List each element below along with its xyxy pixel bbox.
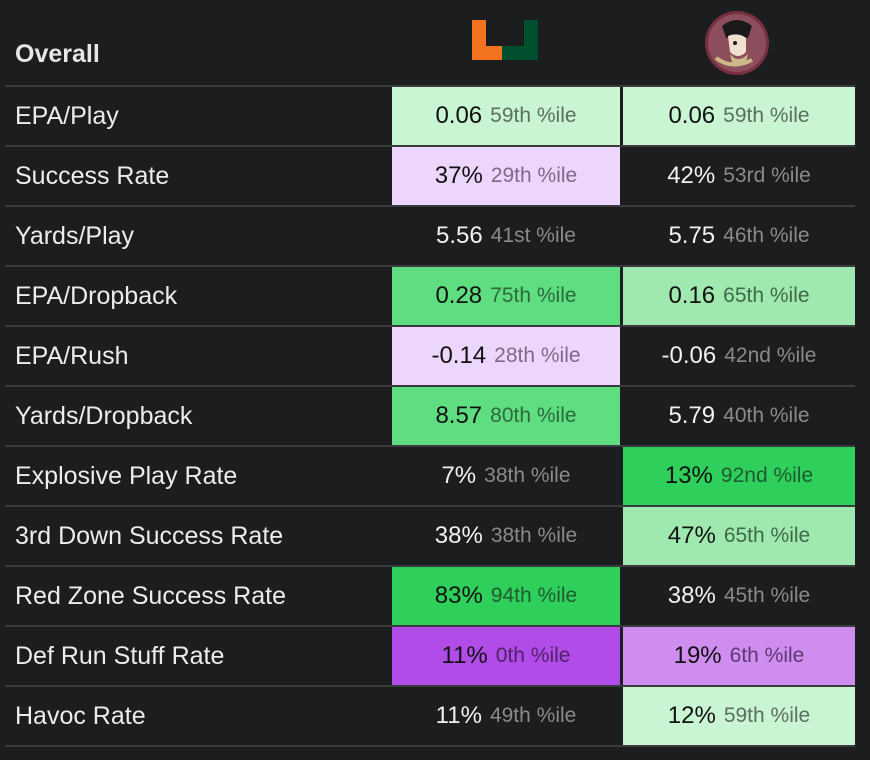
miami-cell: 0.28 75th %ile <box>392 267 620 325</box>
table-row: Explosive Play Rate 7% 38th %ile 13% 92nd %i… <box>5 447 855 507</box>
miami-u-logo-icon <box>472 20 538 60</box>
fsu-cell: 38% 45th %ile <box>623 567 855 625</box>
percentile: 65th %ile <box>723 524 811 547</box>
percentile: 40th %ile <box>723 404 810 427</box>
percentile: 59th %ile <box>723 104 810 127</box>
percentile: 38th %ile <box>484 464 571 487</box>
metric-value: 5.56 <box>436 222 483 249</box>
metric-value: 47% <box>667 522 716 549</box>
miami-cell: 5.56 41st %ile <box>392 207 620 265</box>
metric-value: 19% <box>673 642 722 669</box>
percentile: 53rd %ile <box>723 164 811 187</box>
fsu-cell: -0.06 42nd %ile <box>623 327 855 385</box>
comparison-table: Overall EPA/Play 0.06 59th %ile 0.06 59th %i… <box>5 0 855 747</box>
metric-value: 38% <box>667 582 716 609</box>
fsu-cell: 12% 59th %ile <box>623 687 855 745</box>
metric-label: EPA/Dropback <box>15 282 178 310</box>
table-row: EPA/Dropback 0.28 75th %ile 0.16 65th %ile <box>5 267 855 327</box>
percentile: 59th %ile <box>490 104 577 127</box>
table-row: EPA/Play 0.06 59th %ile 0.06 59th %ile <box>5 87 855 147</box>
metric-label: Red Zone Success Rate <box>15 582 286 610</box>
fsu-seminole-logo-icon <box>705 11 769 75</box>
percentile: 94th %ile <box>490 584 578 607</box>
miami-cell: 8.57 80th %ile <box>392 387 620 445</box>
table-row: Yards/Dropback 8.57 80th %ile 5.79 40th %ile <box>5 387 855 447</box>
percentile: 29th %ile <box>490 164 578 187</box>
metric-value: 37% <box>434 162 483 189</box>
percentile: 49th %ile <box>489 704 577 727</box>
metric-label: Def Run Stuff Rate <box>15 642 225 670</box>
metric-label: Havoc Rate <box>15 702 146 730</box>
metric-label: EPA/Play <box>15 102 119 130</box>
percentile: 41st %ile <box>490 224 576 247</box>
fsu-cell: 0.06 59th %ile <box>623 87 855 145</box>
percentile: 59th %ile <box>723 704 811 727</box>
miami-cell: 7% 38th %ile <box>392 447 620 505</box>
metric-label: 3rd Down Success Rate <box>15 522 284 550</box>
percentile: 65th %ile <box>723 284 810 307</box>
table-row: Def Run Stuff Rate 11% 0th %ile 19% 6th %ile <box>5 627 855 687</box>
fsu-cell: 0.16 65th %ile <box>623 267 855 325</box>
fsu-cell: 42% 53rd %ile <box>623 147 855 205</box>
metric-value: 5.75 <box>668 222 716 249</box>
percentile: 45th %ile <box>723 584 811 607</box>
metric-value: 5.79 <box>668 402 716 429</box>
fsu-cell: 47% 65th %ile <box>623 507 855 565</box>
percentile: 6th %ile <box>729 644 805 667</box>
metric-value: 7% <box>441 462 477 489</box>
metric-value: 38% <box>434 522 483 549</box>
metric-label: Yards/Play <box>15 222 135 250</box>
metric-value: -0.06 <box>661 342 717 369</box>
percentile: 46th %ile <box>723 224 810 247</box>
percentile: 42nd %ile <box>724 344 817 367</box>
miami-cell: 38% 38th %ile <box>392 507 620 565</box>
percentile: 92nd %ile <box>720 464 814 487</box>
metric-value: 0.06 <box>668 102 716 129</box>
percentile: 80th %ile <box>490 404 577 427</box>
metric-label: Success Rate <box>15 162 170 190</box>
fsu-cell: 5.79 40th %ile <box>623 387 855 445</box>
metric-value: 0.28 <box>435 282 483 309</box>
metric-label: EPA/Rush <box>15 342 129 370</box>
fsu-cell: 19% 6th %ile <box>623 627 855 685</box>
table-row: 3rd Down Success Rate 38% 38th %ile 47% 65th… <box>5 507 855 567</box>
metric-value: 83% <box>434 582 483 609</box>
miami-cell: -0.14 28th %ile <box>392 327 620 385</box>
metric-value: -0.14 <box>431 342 487 369</box>
table-row: Havoc Rate 11% 49th %ile 12% 59th %ile <box>5 687 855 747</box>
miami-cell: 11% 0th %ile <box>392 627 620 685</box>
percentile: 75th %ile <box>490 284 577 307</box>
table-row: Red Zone Success Rate 83% 94th %ile 38% 45th… <box>5 567 855 627</box>
table-header: Overall <box>5 0 855 87</box>
fsu-cell: 5.75 46th %ile <box>623 207 855 265</box>
metric-value: 11% <box>441 642 488 669</box>
table-title: Overall <box>15 40 100 68</box>
table-row: Yards/Play 5.56 41st %ile 5.75 46th %ile <box>5 207 855 267</box>
metric-label: Yards/Dropback <box>15 402 193 430</box>
metric-value: 11% <box>435 702 482 729</box>
metric-value: 0.16 <box>668 282 716 309</box>
metric-label: Explosive Play Rate <box>15 462 238 490</box>
table-row: EPA/Rush -0.14 28th %ile -0.06 42nd %ile <box>5 327 855 387</box>
percentile: 0th %ile <box>495 644 571 667</box>
metric-value: 8.57 <box>435 402 483 429</box>
metric-value: 13% <box>664 462 713 489</box>
metric-value: 12% <box>667 702 716 729</box>
metric-value: 0.06 <box>435 102 483 129</box>
miami-cell: 83% 94th %ile <box>392 567 620 625</box>
miami-cell: 11% 49th %ile <box>392 687 620 745</box>
table-row: Success Rate 37% 29th %ile 42% 53rd %ile <box>5 147 855 207</box>
metric-value: 42% <box>667 162 716 189</box>
percentile: 38th %ile <box>490 524 578 547</box>
miami-cell: 0.06 59th %ile <box>392 87 620 145</box>
fsu-cell: 13% 92nd %ile <box>623 447 855 505</box>
miami-cell: 37% 29th %ile <box>392 147 620 205</box>
percentile: 28th %ile <box>494 344 581 367</box>
